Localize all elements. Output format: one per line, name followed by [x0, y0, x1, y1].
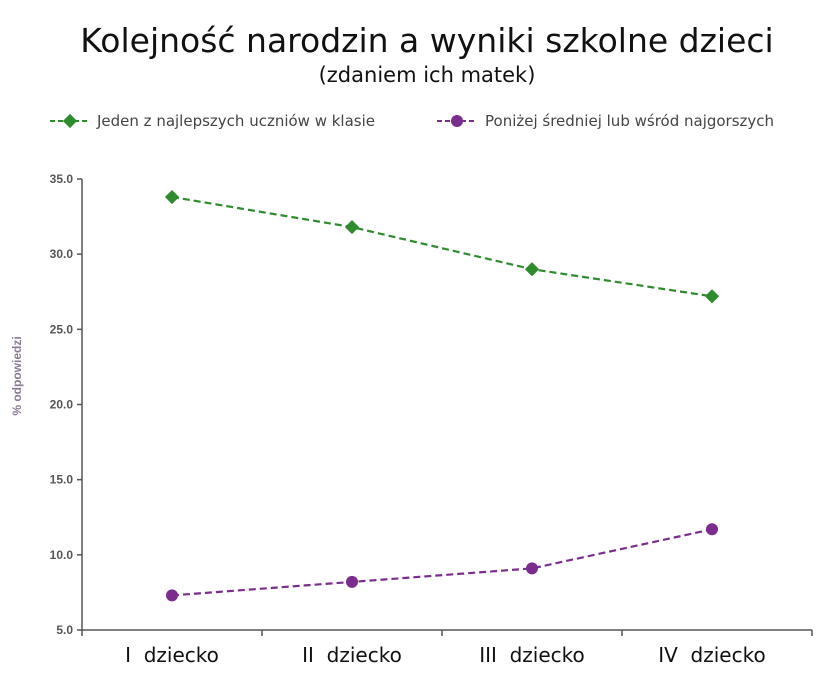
- y-tick-label: 25.0: [50, 322, 74, 336]
- x-tick-label: III dziecko: [479, 643, 585, 667]
- legend-label-series-2: Poniżej średniej lub wśród najgorszych: [485, 112, 774, 130]
- data-point: [524, 262, 540, 277]
- axes: [81, 179, 812, 631]
- y-tick-label: 5.0: [56, 623, 73, 637]
- chart-title: Kolejność narodzin a wyniki szkolne dzie…: [80, 21, 773, 60]
- y-tick-label: 30.0: [50, 247, 74, 261]
- data-point: [164, 189, 180, 205]
- x-tick-label: IV dziecko: [658, 643, 765, 667]
- y-tick-label: 35.0: [50, 172, 74, 186]
- series-line-2: [171, 528, 713, 597]
- series-line-1: [171, 195, 713, 298]
- y-tick-label: 15.0: [50, 473, 74, 487]
- x-ticks: I dziecko II dziecko III dziecko IV dziecko: [81, 630, 813, 667]
- series-group: [164, 189, 720, 602]
- legend-item-series-1: Jeden z najlepszych uczniów w klasie: [50, 112, 375, 130]
- data-point: [346, 575, 358, 588]
- data-point: [704, 289, 720, 304]
- chart-subtitle: (zdaniem ich matek): [319, 63, 536, 87]
- y-axis-label: % odpowiedzi: [10, 336, 24, 415]
- x-tick-label: I dziecko: [125, 643, 219, 667]
- data-point: [166, 589, 178, 602]
- x-tick-label: II dziecko: [302, 643, 402, 667]
- data-point: [526, 562, 538, 575]
- y-tick-label: 20.0: [50, 398, 74, 412]
- series-1: [164, 189, 720, 304]
- data-point: [706, 523, 718, 536]
- legend: Jeden z najlepszych uczniów w klasie Pon…: [50, 112, 774, 130]
- series-2: [166, 523, 718, 602]
- y-tick-label: 10.0: [50, 548, 74, 562]
- y-ticks: 35.0 30.0 25.0 20.0 15.0 10.0 5.0: [50, 172, 82, 637]
- data-point: [344, 220, 360, 235]
- legend-label-series-1: Jeden z najlepszych uczniów w klasie: [96, 112, 375, 130]
- legend-item-series-2: Poniżej średniej lub wśród najgorszych: [437, 112, 774, 130]
- legend-marker-series-2: [451, 115, 463, 127]
- legend-marker-series-1: [62, 113, 78, 129]
